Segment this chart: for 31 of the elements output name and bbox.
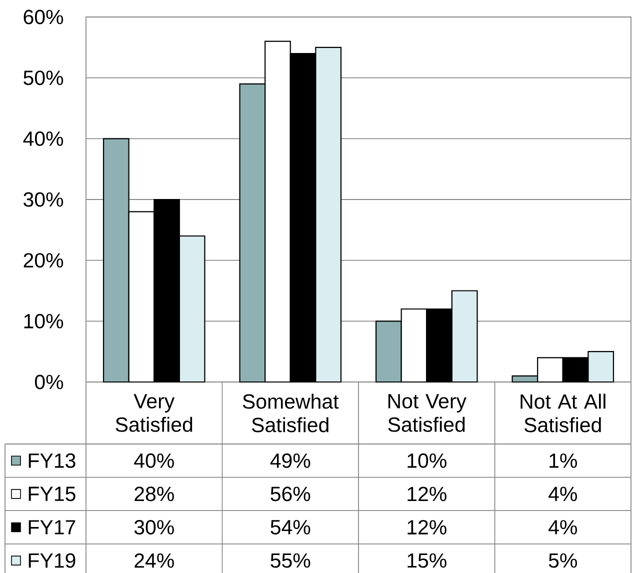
- data-label: 24%: [134, 553, 174, 568]
- data-label: 40%: [134, 453, 174, 468]
- y-tick-label: 30%: [24, 192, 64, 207]
- data-label: 30%: [134, 520, 174, 535]
- data-label: 4%: [548, 486, 577, 502]
- data-label: 54%: [270, 520, 310, 534]
- legend-label: FY19: [28, 553, 76, 568]
- x-tick-label: Somewhat Satisfied: [242, 394, 339, 432]
- legend-label: FY17: [28, 520, 76, 534]
- x-tick-label: Not At All Satisfied: [520, 394, 606, 432]
- data-label: 55%: [270, 553, 310, 568]
- data-label: 1%: [550, 453, 577, 468]
- y-tick-label: 20%: [24, 253, 64, 268]
- data-label: 49%: [270, 453, 310, 468]
- data-label: 4%: [548, 520, 577, 534]
- y-tick-label: 60%: [24, 10, 64, 24]
- data-label: 12%: [408, 520, 446, 534]
- data-label: 15%: [408, 553, 446, 568]
- x-tick-label: Not Very Satisfied: [388, 394, 466, 432]
- data-label: 28%: [134, 486, 174, 502]
- legend-label: FY15: [28, 486, 76, 502]
- data-label: 12%: [408, 486, 446, 502]
- x-tick-label: Very Satisfied: [116, 394, 192, 432]
- y-tick-label: 50%: [24, 70, 64, 86]
- data-label: 56%: [270, 486, 310, 502]
- y-tick-label: 40%: [23, 131, 64, 146]
- y-tick-label: 0%: [34, 374, 64, 390]
- legend-label: FY13: [28, 453, 76, 468]
- data-label: 5%: [548, 553, 577, 568]
- y-tick-label: 10%: [24, 314, 64, 328]
- data-label: 10%: [408, 453, 446, 468]
